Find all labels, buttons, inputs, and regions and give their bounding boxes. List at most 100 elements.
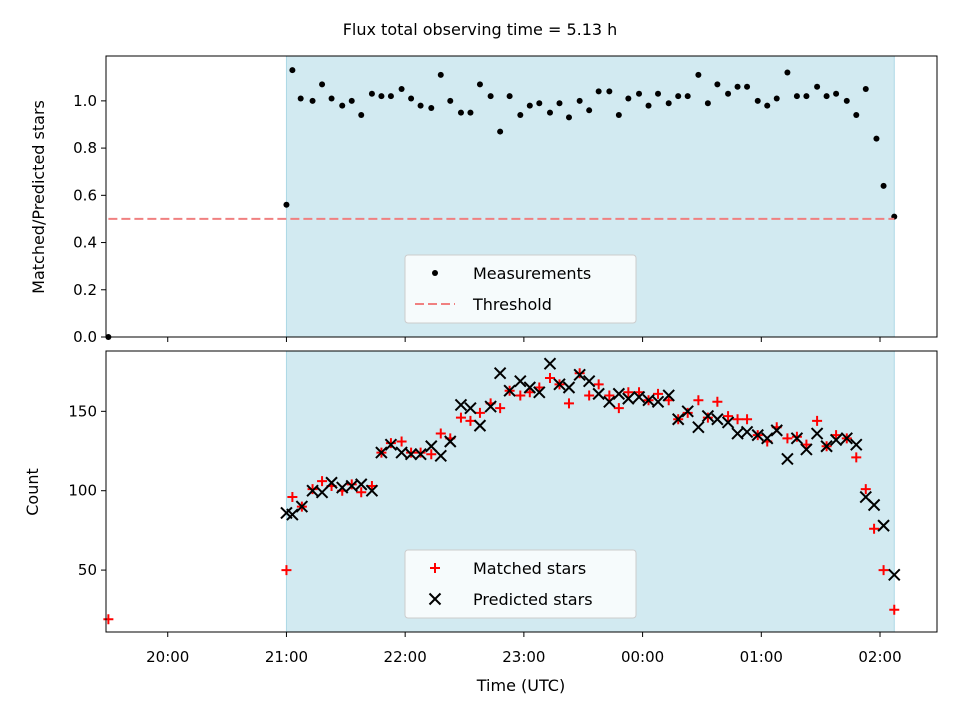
predicted-star-point bbox=[464, 401, 477, 415]
measurement-point bbox=[428, 104, 435, 111]
measurement-point bbox=[319, 81, 326, 88]
predicted-star-point bbox=[800, 443, 813, 456]
predicted-star-point bbox=[355, 478, 368, 491]
predicted-star-point bbox=[721, 416, 735, 429]
matched-star-point bbox=[663, 395, 674, 406]
x-tick-label: 21:00 bbox=[265, 648, 308, 666]
measurement-point bbox=[565, 114, 572, 121]
top-y-tick-label: 0.8 bbox=[73, 139, 97, 157]
measurement-point bbox=[833, 90, 840, 97]
predicted-star-point bbox=[533, 386, 546, 399]
matched-star-point bbox=[831, 430, 842, 441]
predicted-star-point bbox=[295, 500, 309, 513]
predicted-star-point bbox=[867, 498, 881, 512]
measurement-point bbox=[606, 88, 613, 95]
predicted-star-point bbox=[523, 381, 537, 394]
measurement-point bbox=[714, 81, 721, 88]
predicted-star-point bbox=[829, 433, 843, 447]
x-tick-label: 01:00 bbox=[740, 648, 783, 666]
matched-star-point bbox=[742, 414, 753, 425]
matched-star-point bbox=[544, 372, 555, 383]
measurement-point bbox=[476, 81, 483, 88]
measurement-point bbox=[408, 95, 415, 102]
matched-star-point bbox=[455, 412, 466, 423]
predicted-star-point bbox=[315, 486, 329, 499]
measurement-point bbox=[636, 90, 643, 97]
matched-star-point bbox=[495, 403, 506, 414]
matched-star-point bbox=[356, 487, 367, 498]
predicted-star-point bbox=[582, 374, 596, 388]
legend-label: Matched stars bbox=[473, 559, 586, 578]
measurement-point bbox=[764, 102, 771, 109]
matched-star-point bbox=[878, 565, 889, 576]
measurement-point bbox=[387, 93, 394, 100]
predicted-star-point bbox=[692, 420, 705, 434]
x-tick-label: 23:00 bbox=[502, 648, 545, 666]
legend-plus-marker bbox=[430, 563, 440, 573]
legend-label: Measurements bbox=[473, 264, 591, 283]
predicted-star-point bbox=[740, 425, 754, 439]
measurement-point bbox=[754, 97, 761, 104]
predicted-star-point bbox=[562, 381, 576, 394]
predicted-star-point bbox=[375, 446, 388, 459]
matched-star-point bbox=[623, 387, 634, 398]
matched-star-point bbox=[307, 484, 318, 495]
matched-star-point bbox=[682, 407, 693, 418]
predicted-star-point bbox=[543, 357, 557, 370]
predicted-star-point bbox=[751, 428, 764, 442]
predicted-star-point bbox=[701, 409, 715, 423]
x-tick-label: 20:00 bbox=[146, 648, 189, 666]
predicted-star-point bbox=[642, 394, 655, 407]
matched-star-point bbox=[604, 390, 615, 401]
matched-star-point bbox=[812, 415, 823, 426]
top-y-tick-label: 0.4 bbox=[73, 234, 97, 252]
predicted-star-point bbox=[850, 438, 863, 451]
predicted-star-point bbox=[622, 392, 635, 405]
predicted-star-point bbox=[286, 508, 299, 521]
measurement-point bbox=[289, 67, 296, 74]
predicted-star-point bbox=[444, 435, 457, 448]
measurement-point bbox=[398, 86, 405, 93]
predicted-star-point bbox=[770, 424, 783, 437]
bottom-legend bbox=[404, 549, 637, 619]
bottom-y-tick-label: 50 bbox=[78, 561, 97, 579]
measurement-point bbox=[725, 90, 732, 97]
measurement-point bbox=[309, 97, 316, 104]
matched-star-point bbox=[346, 479, 357, 490]
measurement-point bbox=[487, 93, 494, 100]
measurement-point bbox=[615, 112, 622, 119]
measurement-point bbox=[556, 100, 563, 107]
predicted-star-point bbox=[345, 479, 358, 493]
predicted-star-point bbox=[681, 405, 694, 418]
predicted-star-point bbox=[790, 432, 804, 445]
top-y-tick-label: 1.0 bbox=[73, 92, 97, 110]
matched-star-point bbox=[415, 447, 426, 458]
matched-star-point bbox=[385, 438, 396, 449]
predicted-star-point bbox=[365, 484, 379, 497]
measurement-point bbox=[378, 93, 385, 100]
top-legend bbox=[404, 254, 637, 324]
matched-star-point bbox=[869, 523, 880, 534]
legend-label: Threshold bbox=[472, 295, 552, 314]
bottom-panel: 50 100 150 20:00 21:00 22:00 23:00 00:00 01:00 02… bbox=[68, 350, 938, 666]
measurement-point bbox=[328, 95, 335, 102]
predicted-star-point bbox=[761, 432, 774, 445]
matched-star-point bbox=[281, 565, 292, 576]
top-axes-frame bbox=[105, 55, 938, 338]
matched-star-point bbox=[889, 604, 900, 615]
matched-star-point bbox=[396, 436, 407, 447]
predicted-star-point bbox=[731, 427, 744, 440]
measurement-point bbox=[773, 95, 780, 102]
predicted-star-point bbox=[810, 427, 824, 440]
matched-star-point bbox=[723, 411, 734, 422]
matched-star-point bbox=[574, 368, 585, 379]
predicted-star-point bbox=[711, 413, 724, 426]
measurement-point bbox=[814, 83, 821, 90]
predicted-star-point bbox=[434, 449, 447, 462]
x-axis-label: Time (UTC) bbox=[476, 676, 565, 695]
predicted-star-point bbox=[454, 398, 468, 412]
measurement-point bbox=[645, 102, 652, 109]
predicted-star-point bbox=[781, 452, 794, 466]
measurement-point bbox=[595, 88, 602, 95]
